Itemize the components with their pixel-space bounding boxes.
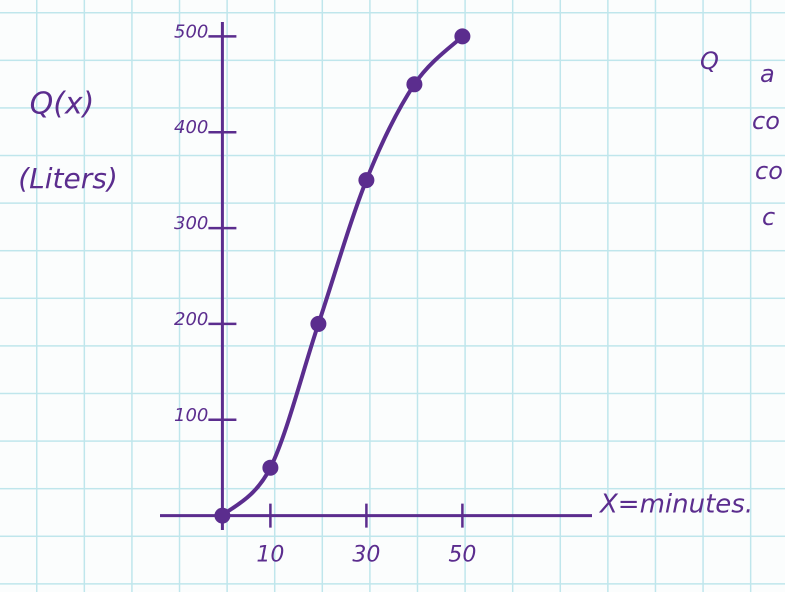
y-tick-label: 400 [174,117,208,138]
chart: Q(x) (Liters) X=minutes. Q a co co c 100… [0,0,785,592]
data-line [222,36,462,515]
x-tick-label: 30 [352,543,380,568]
annotation: co [755,157,783,185]
data-point [310,316,326,332]
annotation: Q [700,47,719,75]
annotation: c [762,203,775,231]
data-point [406,76,422,92]
data-point [454,28,470,44]
data-point [214,508,230,524]
annotation: a [760,60,775,88]
y-tick-label: 500 [174,21,208,42]
graph-paper: Q(x) (Liters) X=minutes. Q a co co c 100… [0,0,785,592]
x-tick-label: 10 [256,543,284,568]
y-label: Q(x) [30,87,95,122]
y-tick-label: 200 [174,309,208,330]
y-tick-label: 100 [174,405,208,426]
data-point [358,172,374,188]
data-point [262,460,278,476]
x-tick-label: 50 [448,543,476,568]
annotation: co [752,107,780,135]
x-label: X=minutes. [598,490,753,520]
y-label: (Liters) [18,162,118,195]
y-tick-label: 300 [174,213,208,234]
